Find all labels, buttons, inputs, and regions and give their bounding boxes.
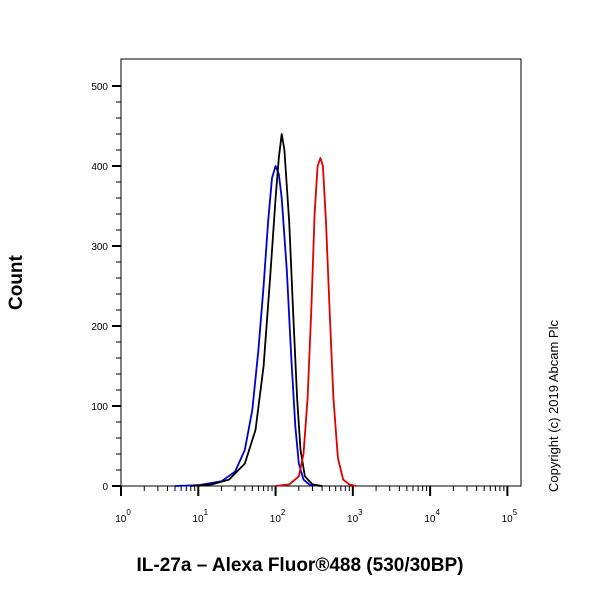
- series-layer: [174, 133, 357, 487]
- y-tick-label: 500: [91, 82, 108, 93]
- x-tick-label: 101: [192, 508, 208, 525]
- y-tick-label: 200: [91, 322, 108, 333]
- y-tick-label: 300: [91, 242, 108, 253]
- series-line-2: [190, 133, 323, 487]
- plot-frame: [120, 58, 522, 487]
- x-tick-label: 104: [424, 508, 440, 525]
- x-tick-label: 100: [115, 508, 131, 525]
- y-axis-label: Count: [6, 255, 27, 310]
- x-axis-label: IL-27a – Alexa Fluor®488 (530/30BP): [136, 555, 464, 576]
- x-tick-label: 103: [347, 508, 363, 525]
- series-line-3: [275, 157, 357, 487]
- tick-labels: 0 100 200 300 400 500 100 101 102 103 104 105: [91, 82, 517, 525]
- series-line-1: [174, 165, 323, 487]
- axis-ticks: [112, 85, 509, 496]
- copyright-notice: Copyright (c) 2019 Abcam Plc: [546, 320, 561, 492]
- x-tick-label: 102: [270, 508, 286, 525]
- x-tick-label: 105: [502, 508, 518, 525]
- y-tick-label: 400: [91, 162, 108, 173]
- y-tick-label: 100: [91, 402, 108, 413]
- y-tick-label: 0: [102, 482, 108, 493]
